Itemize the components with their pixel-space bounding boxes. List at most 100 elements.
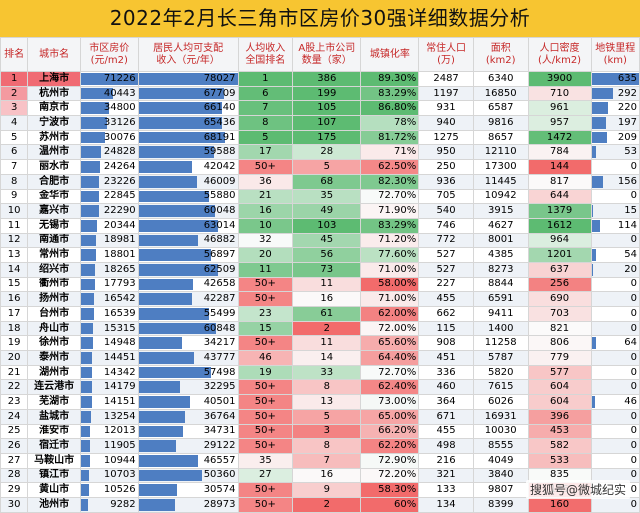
value-bar [81,366,93,379]
cell-value: 32295 [203,381,236,393]
house-price-cell: 14451 [79,350,139,366]
house-price-cell: 71226 [79,71,139,87]
value-bar [81,484,90,496]
listed-companies-cell: 68 [292,173,362,190]
cell-value: 114 [617,219,637,231]
value-bar [81,308,95,320]
population-cell: 498 [418,438,474,454]
metro-length-cell: 20 [590,261,640,278]
cell-value: 0 [630,425,637,437]
value-bar [81,73,138,85]
city-name-cell: 常州市 [27,247,81,263]
rank-cell: 3 [0,100,29,117]
listed-companies-cell: 175 [292,129,362,146]
cell-value: 18801 [103,249,136,261]
population-density-cell: 961 [527,100,592,117]
house-price-cell: 33126 [79,115,139,131]
listed-companies-cell: 2 [292,496,362,513]
value-bar [81,146,101,159]
value-bar [139,117,222,129]
income-cell: 78027 [137,71,239,87]
income-rank-cell: 5 [237,129,294,146]
income-rank-cell: 20 [237,247,294,263]
cell-value: 0 [630,234,637,246]
value-bar [592,249,596,261]
urbanization-rate-cell: 71.20% [360,232,420,249]
house-price-cell: 18981 [79,232,139,249]
metro-length-cell: 0 [590,364,640,381]
income-rank-cell: 21 [237,188,294,205]
house-price-cell: 10944 [79,452,139,469]
income-cell: 55499 [137,306,239,322]
population-density-cell: 703 [527,306,592,322]
listed-companies-cell: 5 [292,408,362,425]
house-price-cell: 22290 [79,203,139,219]
urbanization-rate-cell: 83.29% [360,85,420,102]
cell-value: 55880 [203,190,236,202]
population-cell: 936 [418,173,474,190]
value-bar [81,337,93,350]
urbanization-rate-cell: 58.30% [360,482,420,498]
urbanization-rate-cell: 73.00% [360,394,420,410]
city-name-cell: 湖州市 [27,364,81,381]
population-density-cell: 582 [527,438,592,454]
value-bar [81,322,94,335]
income-rank-cell: 35 [237,452,294,469]
column-header: A股上市公司 数量（家） [292,37,362,72]
value-bar [592,102,608,115]
income-rank-cell: 11 [237,261,294,278]
cell-value: 14179 [103,381,136,393]
value-bar [139,131,226,144]
urbanization-rate-cell: 66.20% [360,423,420,440]
listed-companies-cell: 107 [292,115,362,131]
cell-value: 14451 [103,351,136,363]
population-density-cell: 1379 [527,203,592,219]
income-rank-cell: 46 [237,350,294,366]
house-price-cell: 11905 [79,438,139,454]
cell-value: 34800 [103,102,136,114]
cell-value: 43777 [203,351,236,363]
listed-companies-cell: 13 [292,394,362,410]
cell-value: 22845 [103,190,136,202]
area-cell: 9807 [472,482,529,498]
column-header: 人口密度 (人/km2) [527,37,592,72]
listed-companies-cell: 11 [292,276,362,293]
value-bar [81,440,91,452]
cell-value: 23226 [103,175,136,187]
metro-length-cell: 209 [590,129,640,146]
population-cell: 772 [418,232,474,249]
city-name-cell: 连云港市 [27,379,81,396]
rank-cell: 28 [0,467,29,484]
metro-length-cell: 0 [590,438,640,454]
table-row: 13 常州市 18801 56897 20 56 77.60% 527 4385 1201 54 [0,247,640,263]
population-density-cell: 1472 [527,129,592,146]
city-name-cell: 合肥市 [27,173,81,190]
income-cell: 34731 [137,423,239,440]
value-bar [139,234,199,247]
house-price-cell: 14948 [79,335,139,352]
rank-cell: 15 [0,276,29,293]
income-cell: 42658 [137,276,239,293]
cell-value: 10703 [103,469,136,481]
population-cell: 250 [418,159,474,175]
house-price-cell: 24264 [79,159,139,175]
city-name-cell: 南京市 [27,100,81,117]
table-row: 11 无锡市 20344 63014 10 103 83.29% 746 4627 1612 114 [0,217,640,234]
table-row: 14 绍兴市 18265 62509 11 73 71.00% 527 8273 637 20 [0,261,640,278]
table-row: 30 池州市 9282 28973 50+ 2 60% 134 8399 160 0 [0,496,640,513]
income-rank-cell: 50+ [237,496,294,513]
urbanization-rate-cell: 82.30% [360,173,420,190]
metro-length-cell: 0 [590,408,640,425]
urbanization-rate-cell: 62.50% [360,159,420,175]
rank-cell: 9 [0,188,29,205]
cell-value: 0 [630,454,637,466]
table-row: 10 嘉兴市 22290 60048 16 49 71.90% 540 3915 1379 15 [0,203,640,219]
city-name-cell: 盐城市 [27,408,81,425]
cell-value: 40501 [203,395,236,407]
population-density-cell: 710 [527,85,592,102]
metro-length-cell: 64 [590,335,640,352]
listed-companies-cell: 35 [292,188,362,205]
population-cell: 216 [418,452,474,469]
city-name-cell: 丽水市 [27,159,81,175]
population-cell: 364 [418,394,474,410]
